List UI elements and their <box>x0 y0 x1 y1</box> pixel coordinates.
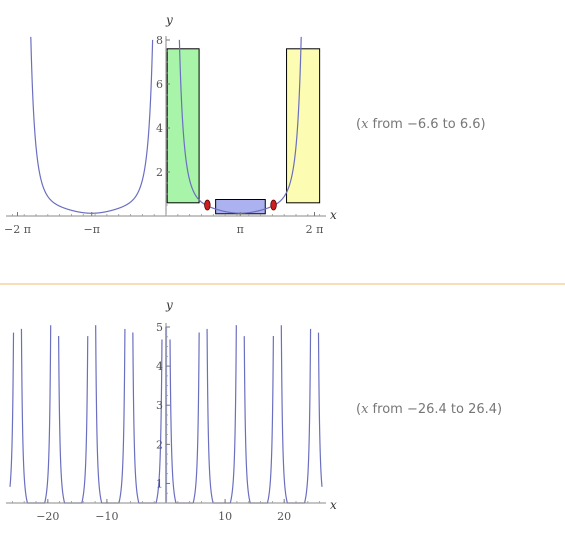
x-range-label-bottom: (x from −26.4 to 26.4) <box>356 402 503 417</box>
y-tick-label: 3 <box>156 399 163 412</box>
curve-segment <box>95 325 126 504</box>
critical-point-marker <box>204 199 211 211</box>
y-tick-label: 2 <box>156 166 163 179</box>
x-tick-label: −20 <box>36 510 59 523</box>
curve-segment <box>20 325 52 504</box>
y-axis-label: y <box>165 298 173 312</box>
curve-segment <box>9 332 15 487</box>
tick-labels: −2 π −π π 2 π 2 4 6 8 <box>4 34 323 236</box>
curve-segment <box>30 36 154 214</box>
x-tick-label: 10 <box>218 510 232 523</box>
x-axis-label: x <box>330 208 337 222</box>
curve-segment <box>58 336 89 504</box>
curve-segment <box>280 325 312 504</box>
axes <box>6 323 326 504</box>
chart-bottom: −20 −10 10 20 1 2 3 4 5 x y <box>6 298 337 523</box>
curve-segment <box>206 325 237 504</box>
tick-labels: −20 −10 10 20 1 2 3 4 5 <box>36 321 291 523</box>
y-tick-label: 4 <box>156 360 163 373</box>
y-axis-label: y <box>165 13 173 27</box>
x-tick-label: π <box>237 223 244 236</box>
highlights <box>166 48 321 215</box>
x-tick-label: 2 π <box>306 223 324 236</box>
chart-top: −2 π −π π 2 π 2 4 6 8 x y <box>4 13 337 236</box>
x-tick-label: −π <box>84 223 100 236</box>
x-axis-label: x <box>330 498 337 512</box>
x-tick-label: −2 π <box>4 223 31 236</box>
curve-segment <box>317 332 323 487</box>
curve-segment <box>169 332 200 504</box>
y-tick-label: 2 <box>156 438 163 451</box>
markers <box>204 199 277 211</box>
y-tick-label: 5 <box>156 321 163 334</box>
curve-segment <box>243 336 274 504</box>
y-tick-label: 4 <box>156 122 163 135</box>
y-tick-label: 6 <box>156 78 163 91</box>
axes <box>6 36 326 217</box>
critical-point-marker <box>270 199 277 211</box>
x-tick-label: −10 <box>95 510 118 523</box>
section-divider <box>0 283 565 285</box>
y-tick-label: 8 <box>156 34 163 47</box>
x-tick-label: 20 <box>277 510 291 523</box>
x-range-label-top: (x from −6.6 to 6.6) <box>356 117 486 132</box>
y-tick-label: 1 <box>156 477 163 490</box>
